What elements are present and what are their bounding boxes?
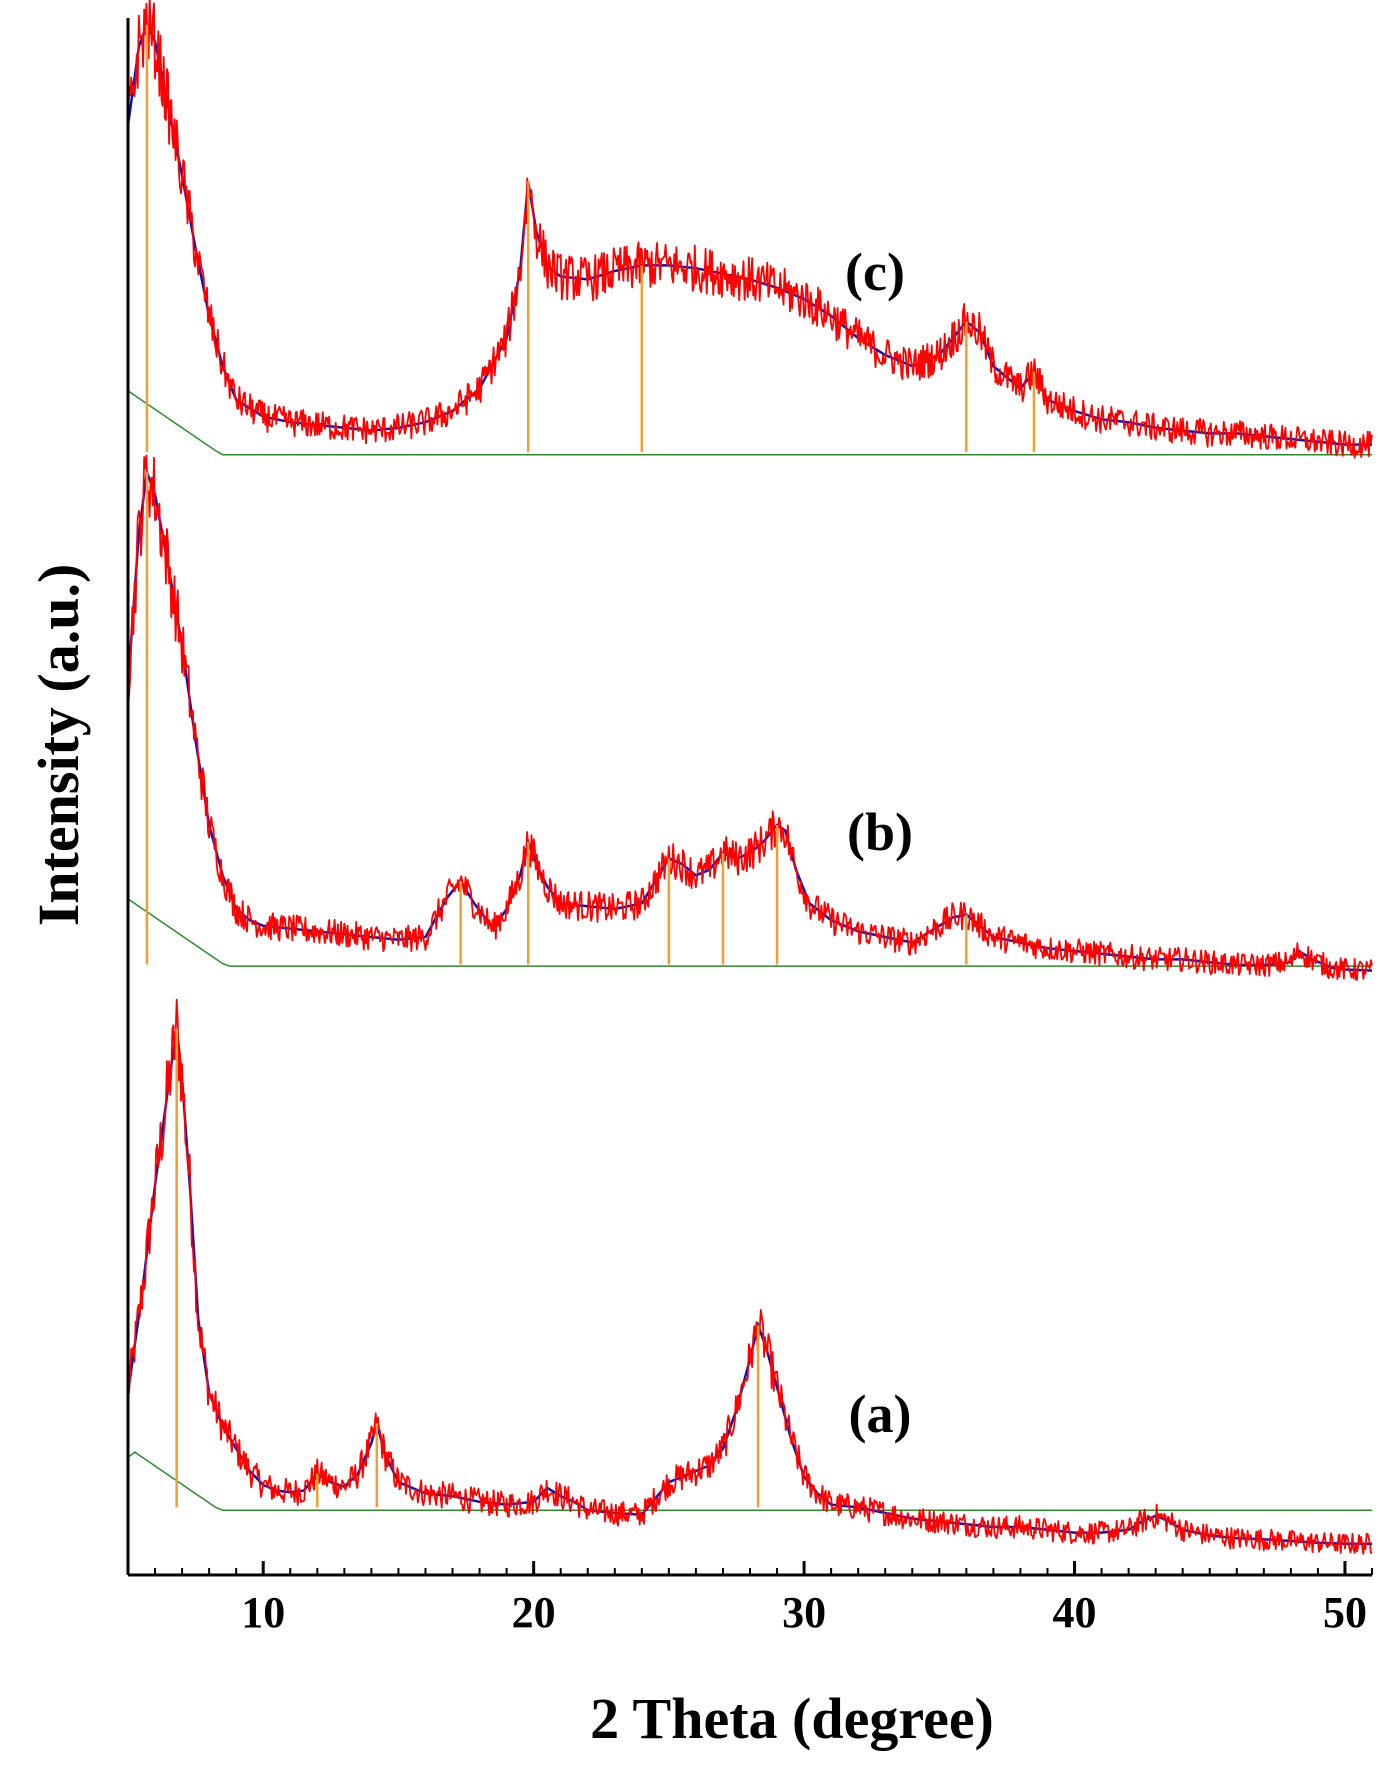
fit-curve (126, 471, 1373, 972)
x-axis-title: 2 Theta (degree) (590, 1686, 994, 1751)
fit-curve (126, 21, 1372, 446)
series-2 (126, 0, 1373, 459)
measured-trace (127, 998, 1373, 1555)
series-0 (126, 998, 1373, 1555)
panel-label: (c) (845, 242, 905, 302)
x-tick-label: 10 (241, 1588, 285, 1637)
panel-label: (b) (847, 802, 913, 862)
measured-trace (127, 454, 1373, 981)
x-tick-label: 40 (1053, 1588, 1097, 1637)
background-line (127, 390, 1372, 456)
axis-layer: 10 20 30 40 50 (126, 18, 1373, 1637)
measured-trace (127, 0, 1373, 459)
series-layer (126, 0, 1373, 1555)
panel-label: (a) (849, 1384, 912, 1444)
background-line (127, 898, 1372, 967)
x-tick-layer: 10 20 30 40 50 (154, 1561, 1373, 1637)
x-tick-label: 20 (512, 1588, 556, 1637)
x-tick-label: 50 (1323, 1588, 1367, 1637)
panel-label-layer: (a) (b) (c) (845, 242, 913, 1444)
x-tick-label: 30 (782, 1588, 826, 1637)
y-axis-title: Intensity (a.u.) (26, 564, 91, 927)
background-line (127, 1451, 1372, 1511)
series-1 (126, 454, 1373, 981)
